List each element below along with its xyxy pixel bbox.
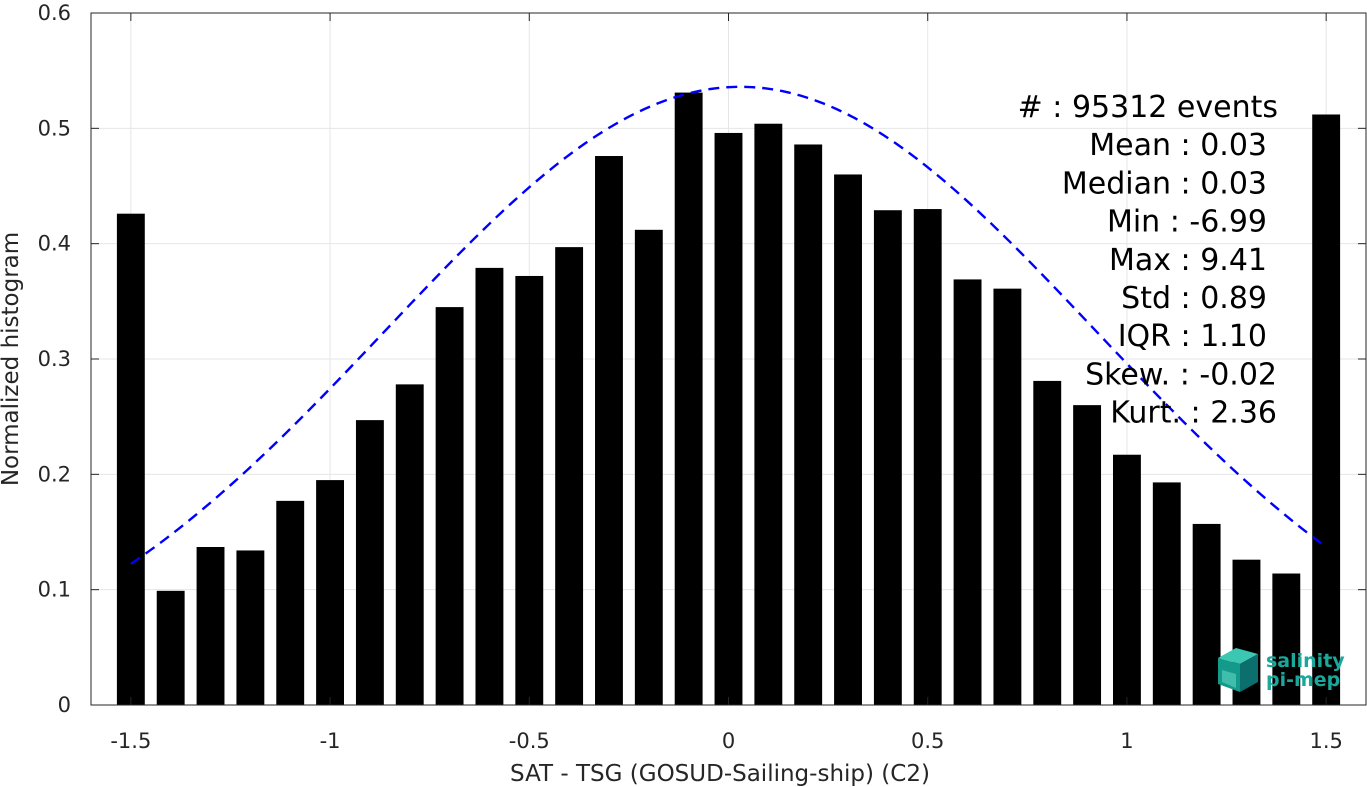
- histogram-bar: [714, 132, 743, 706]
- x-tick-label: 0: [722, 729, 735, 753]
- y-axis-ticks: 0 0.1 0.2 0.3 0.4 0.5 0.6: [38, 1, 1366, 717]
- histogram-bar: [1152, 482, 1181, 705]
- histogram-bar: [993, 288, 1022, 705]
- histogram-bar: [515, 275, 544, 705]
- histogram-bar: [355, 420, 384, 705]
- y-tick-label: 0.5: [38, 116, 71, 140]
- logo-text-line2: pi-mep: [1266, 669, 1340, 691]
- x-tick-label: 1: [1120, 729, 1133, 753]
- stat-line: Std : 0.89: [1121, 281, 1267, 316]
- histogram-bar: [1272, 573, 1301, 705]
- histogram-bar: [873, 210, 902, 705]
- stat-line: Mean : 0.03: [1089, 128, 1267, 163]
- histogram-bar: [276, 500, 305, 705]
- gaussian-fit-curve: [130, 85, 1327, 565]
- x-tick-label: -1: [320, 729, 341, 753]
- histogram-bar: [395, 384, 424, 705]
- stat-line: Skew. : -0.02: [1085, 357, 1277, 392]
- stat-line: # : 95312 events: [1018, 90, 1278, 125]
- stat-line: IQR : 1.10: [1118, 319, 1267, 354]
- x-tick-label: 1.5: [1309, 729, 1342, 753]
- y-tick-label: 0: [58, 693, 71, 717]
- x-tick-label: -0.5: [509, 729, 550, 753]
- histogram-bar: [794, 144, 823, 706]
- histogram-bar: [435, 307, 464, 705]
- histogram-bar: [236, 550, 265, 705]
- histogram-bar: [196, 546, 225, 705]
- histogram-bar: [116, 213, 145, 705]
- y-tick-label: 0.4: [38, 232, 71, 256]
- histogram-bar: [1073, 405, 1102, 705]
- stat-line: Min : -6.99: [1107, 205, 1267, 240]
- histogram-bar: [1033, 380, 1062, 705]
- y-tick-label: 0.2: [38, 462, 71, 486]
- x-axis-ticks: -1.5 -1 -0.5 0 0.5 1 1.5: [110, 13, 1343, 753]
- histogram-bar: [156, 590, 185, 705]
- y-tick-label: 0.1: [38, 578, 71, 602]
- histogram-bar: [1192, 523, 1221, 705]
- histogram-bar: [834, 174, 862, 705]
- x-tick-label: 0.5: [911, 729, 944, 753]
- cube-icon: [1218, 648, 1258, 692]
- histogram-bar: [634, 229, 663, 705]
- stat-line: Max : 9.41: [1109, 243, 1267, 278]
- histogram-bar: [953, 279, 982, 705]
- histogram-bar: [475, 267, 504, 705]
- bars: [116, 92, 1341, 706]
- y-tick-label: 0.3: [38, 347, 71, 371]
- stat-line: Kurt. : 2.36: [1110, 396, 1277, 431]
- salinity-pimep-logo: salinity pi-mep: [1218, 648, 1345, 692]
- histogram-bar: [595, 156, 623, 706]
- histogram-bar: [1112, 454, 1141, 705]
- logo-text-line1: salinity: [1266, 650, 1345, 672]
- x-tick-label: -1.5: [110, 729, 151, 753]
- histogram-bar: [316, 480, 345, 705]
- y-axis-label: Normalized histogram: [0, 232, 24, 486]
- histogram-bar: [913, 209, 942, 706]
- histogram-bar: [555, 247, 584, 706]
- histogram-bar: [1312, 114, 1341, 705]
- histogram-bar: [754, 123, 783, 706]
- y-tick-label: 0.6: [38, 1, 71, 25]
- histogram-bar: [674, 92, 703, 705]
- stat-line: Median : 0.03: [1062, 166, 1267, 201]
- x-axis-label: SAT - TSG (GOSUD-Sailing-ship) (C2): [510, 761, 930, 787]
